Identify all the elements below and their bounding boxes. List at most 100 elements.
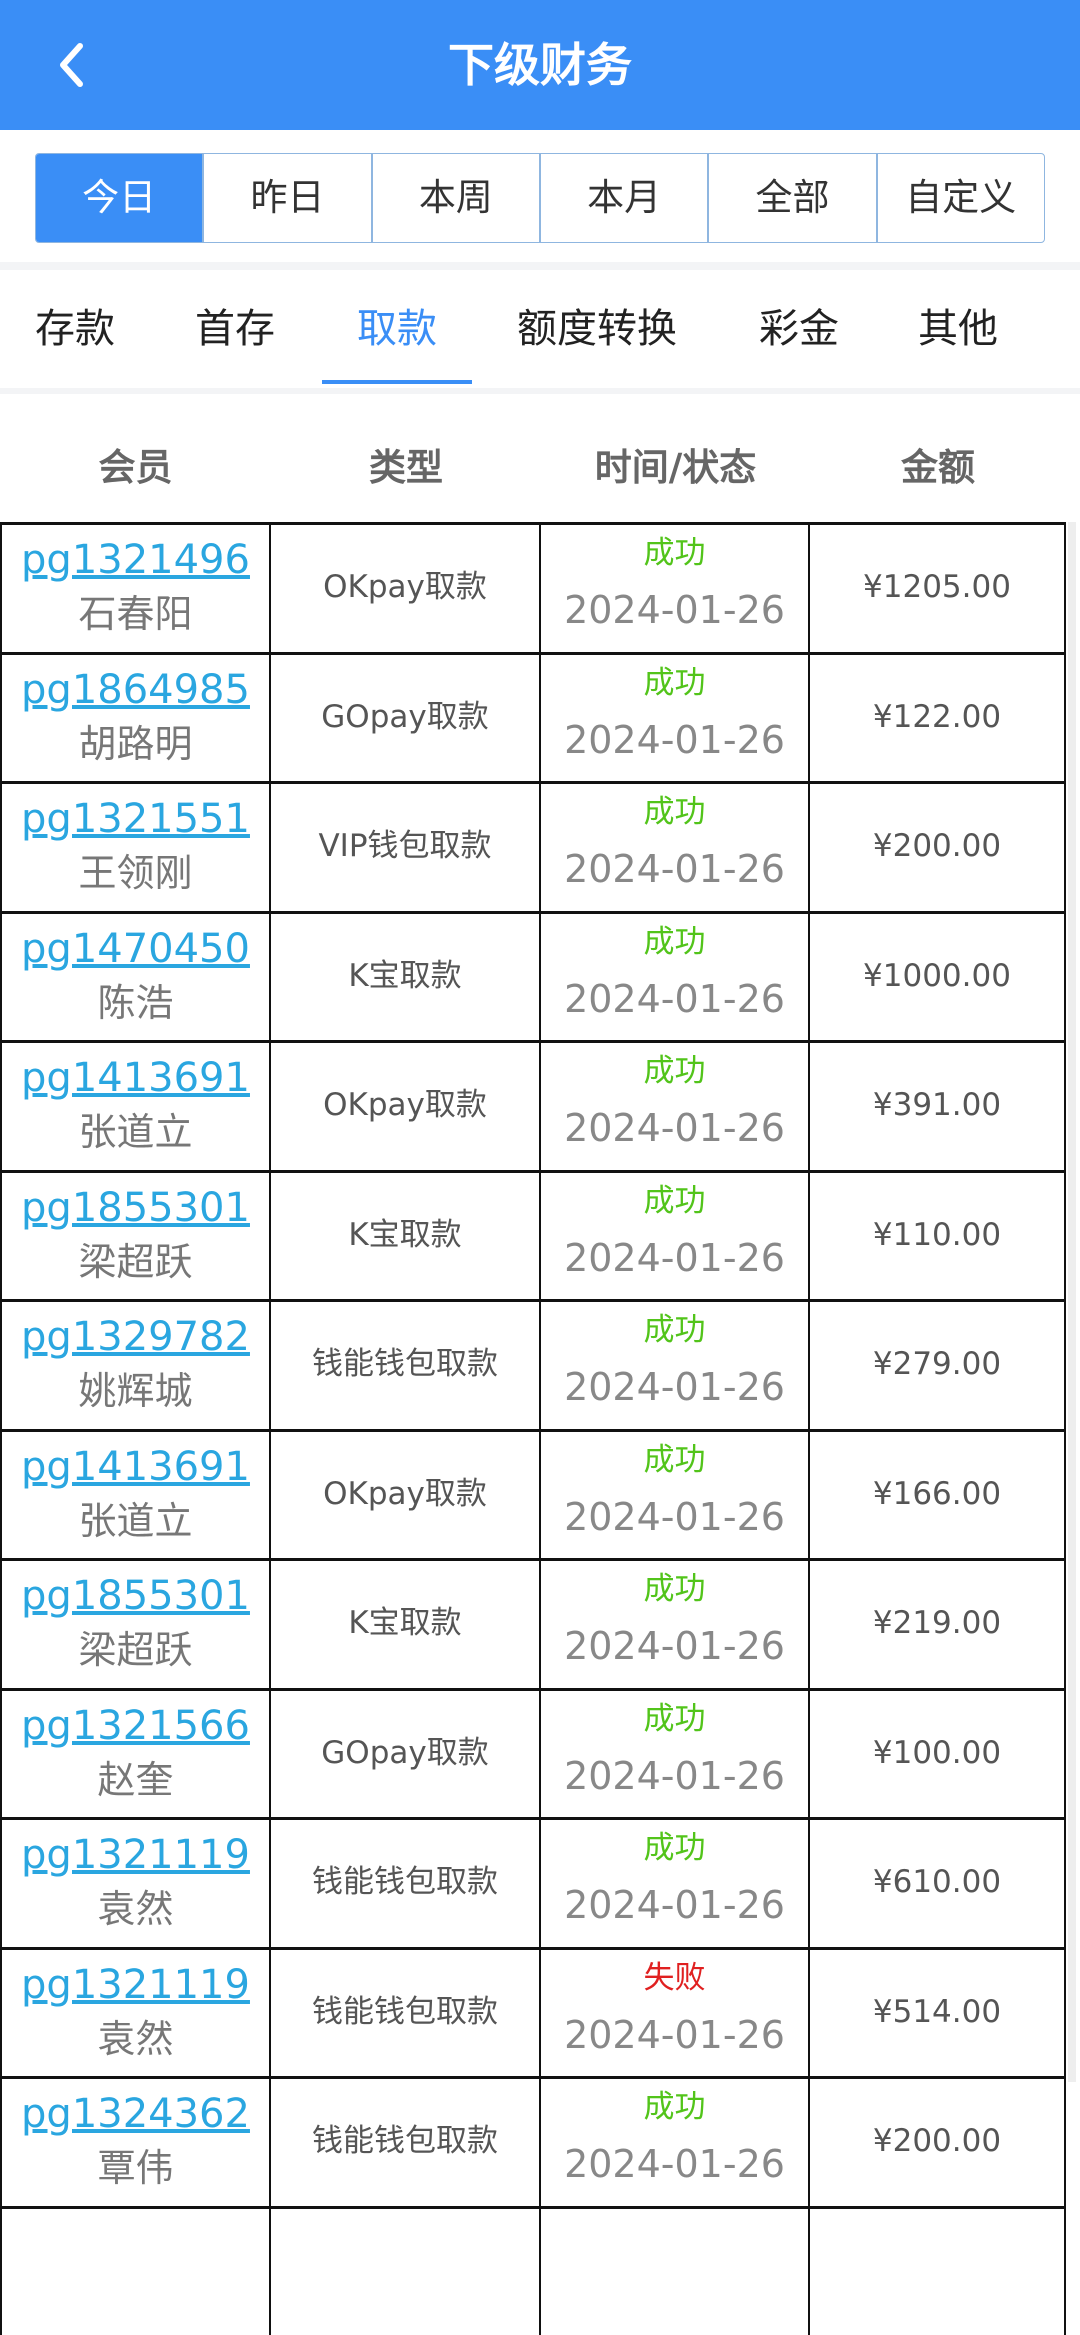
date-text: 2024-01-26	[541, 1870, 808, 1940]
status-badge: 成功	[541, 914, 808, 964]
withdrawal-type: K宝取款	[271, 914, 539, 1039]
category-tab[interactable]: 取款	[357, 270, 437, 388]
member-id-link[interactable]: pg1321496	[2, 534, 269, 586]
withdrawal-type: K宝取款	[271, 1561, 539, 1686]
period-tab[interactable]: 自定义	[876, 154, 1044, 242]
status-badge: 成功	[541, 1173, 808, 1223]
column-header-type: 类型	[271, 398, 541, 522]
amount-cell: ¥391.00	[810, 1043, 1066, 1170]
period-tab[interactable]: 本月	[539, 154, 707, 242]
date-text: 2024-01-26	[541, 1482, 808, 1552]
date-text: 2024-01-26	[541, 964, 808, 1034]
status-badge: 成功	[541, 1043, 808, 1093]
category-tab[interactable]: 存款	[35, 270, 115, 388]
withdrawal-type: VIP钱包取款	[271, 784, 539, 909]
amount-cell: ¥200.00	[810, 2079, 1066, 2206]
amount-value: ¥166.00	[810, 1432, 1064, 1557]
withdrawal-type: 钱能钱包取款	[271, 2079, 539, 2204]
column-header-time-status: 时间/状态	[541, 398, 810, 522]
amount-cell: ¥200.00	[810, 784, 1066, 911]
member-name: 梁超跃	[2, 1234, 269, 1290]
status-badge: 成功	[541, 1561, 808, 1611]
amount-value: ¥110.00	[810, 1173, 1064, 1298]
table-row	[0, 2206, 1066, 2335]
category-tab[interactable]: 首存	[195, 270, 275, 388]
member-name: 王领刚	[2, 845, 269, 901]
divider	[0, 388, 1080, 394]
column-header-amount: 金额	[810, 398, 1066, 522]
status-badge: 成功	[541, 1691, 808, 1741]
category-tab[interactable]: 彩金	[759, 270, 839, 388]
amount-cell: ¥100.00	[810, 1691, 1066, 1818]
period-filter: 今日昨日本周本月全部自定义	[35, 153, 1045, 243]
period-tab[interactable]: 昨日	[202, 154, 370, 242]
amount-value: ¥100.00	[810, 1691, 1064, 1816]
member-id-link[interactable]: pg1413691	[2, 1052, 269, 1104]
member-id-link[interactable]: pg1864985	[2, 664, 269, 716]
member-id-link[interactable]: pg1321119	[2, 1829, 269, 1881]
member-id-link[interactable]: pg1321119	[2, 1959, 269, 2011]
member-id-link[interactable]: pg1321551	[2, 793, 269, 845]
date-text: 2024-01-26	[541, 1741, 808, 1811]
period-tab[interactable]: 今日	[36, 154, 202, 242]
amount-value: ¥391.00	[810, 1043, 1064, 1168]
status-badge: 成功	[541, 525, 808, 575]
category-tab[interactable]: 其他	[918, 270, 998, 388]
page-title: 下级财务	[0, 0, 1080, 130]
member-id-link[interactable]: pg1855301	[2, 1182, 269, 1234]
date-text: 2024-01-26	[541, 1223, 808, 1293]
divider	[0, 262, 1080, 270]
scrollbar[interactable]	[1068, 522, 1076, 2082]
date-text: 2024-01-26	[541, 834, 808, 904]
app-header: 下级财务	[0, 0, 1080, 130]
type-cell: OKpay取款	[271, 1043, 541, 1170]
amount-cell: ¥610.00	[810, 1820, 1066, 1947]
amount-cell: ¥219.00	[810, 1561, 1066, 1688]
member-id-link[interactable]: pg1321566	[2, 1700, 269, 1752]
member-name: 梁超跃	[2, 1622, 269, 1678]
period-tab[interactable]: 本周	[371, 154, 539, 242]
date-text: 2024-01-26	[541, 705, 808, 775]
type-cell: 钱能钱包取款	[271, 1950, 541, 2077]
period-tab[interactable]: 全部	[707, 154, 875, 242]
member-id-link[interactable]: pg1470450	[2, 923, 269, 975]
type-cell: 钱能钱包取款	[271, 2079, 541, 2206]
type-cell: VIP钱包取款	[271, 784, 541, 911]
amount-value: ¥122.00	[810, 655, 1064, 780]
member-name: 张道立	[2, 1104, 269, 1160]
member-name: 袁然	[2, 2011, 269, 2067]
table-cell	[541, 2209, 810, 2335]
member-id-link[interactable]: pg1413691	[2, 1441, 269, 1493]
category-tab[interactable]: 额度转换	[517, 270, 677, 388]
member-id-link[interactable]: pg1855301	[2, 1570, 269, 1622]
type-cell: 钱能钱包取款	[271, 1302, 541, 1429]
member-id-link[interactable]: pg1324362	[2, 2088, 269, 2140]
member-id-link[interactable]: pg1329782	[2, 1311, 269, 1363]
